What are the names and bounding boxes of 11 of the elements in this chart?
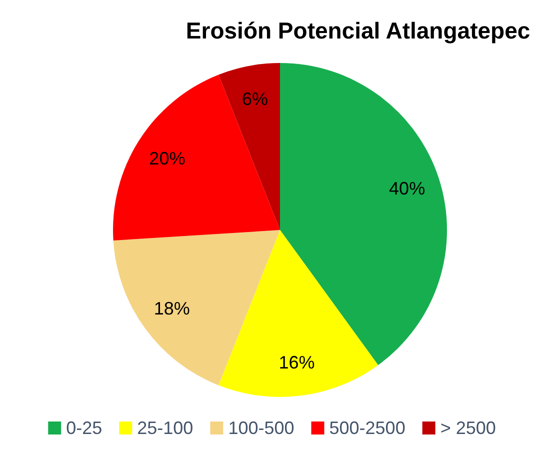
data-label: 16% [278, 352, 315, 373]
data-label: 40% [389, 178, 426, 199]
data-label: 6% [242, 88, 268, 109]
chart-title: Erosión Potencial Atlangatepec [186, 18, 530, 44]
data-label: 20% [149, 148, 186, 168]
data-label: 18% [154, 298, 190, 319]
legend-label: 500-2500 [329, 418, 406, 438]
legend-label: 25-100 [137, 418, 194, 438]
legend-label: 0-25 [66, 418, 102, 438]
legend-label: > 2500 [440, 418, 496, 438]
legend-label: 100-500 [228, 418, 294, 438]
